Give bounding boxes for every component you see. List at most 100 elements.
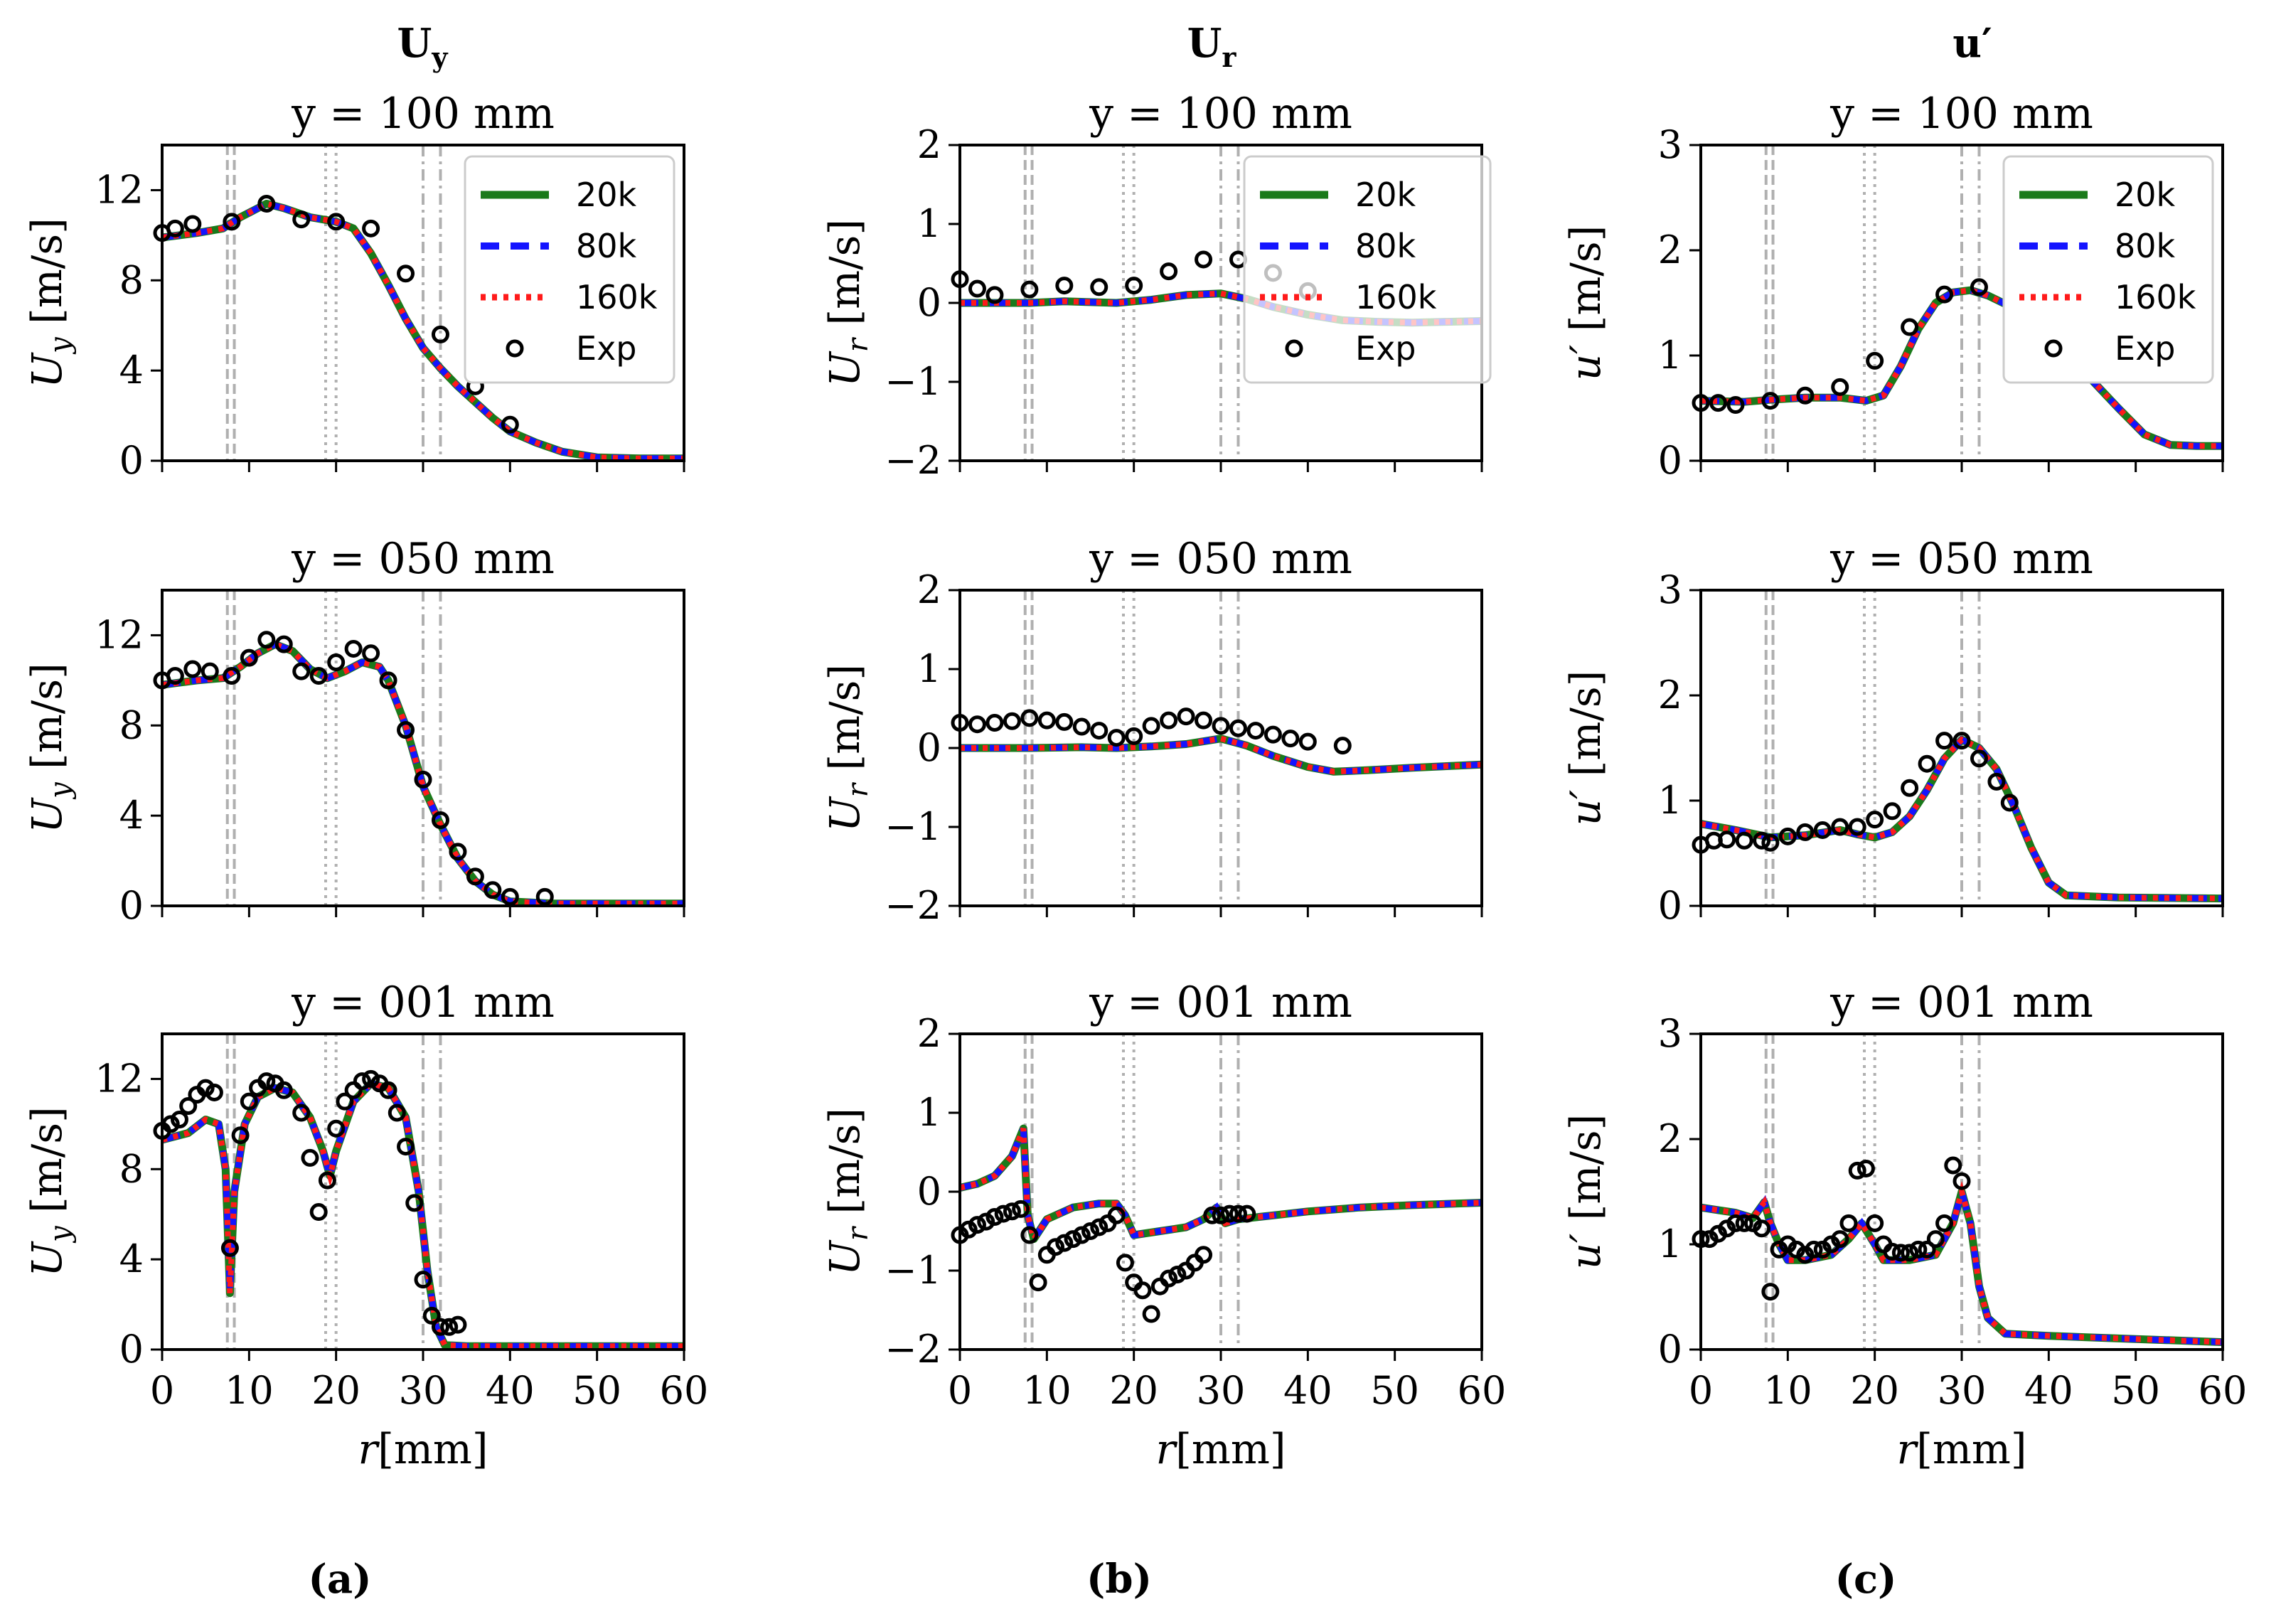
- panel-Ur_001: 0 10 20 30 40 50 60 −2 −1 0 1 2 y = 001 mm Ur [m/s] r[…: [821, 978, 1506, 1473]
- exp-point-18: [1848, 1161, 1866, 1180]
- exp-point-14: [397, 721, 415, 739]
- series-80k-line: [162, 200, 684, 461]
- exp-point-16: [1831, 1230, 1849, 1249]
- exp-point-2: [1718, 830, 1736, 849]
- exp-point-28: [1935, 1214, 1954, 1232]
- exp-point-3: [201, 662, 219, 680]
- series-80k-line: [162, 1079, 684, 1350]
- column-title-b: Ur: [1187, 20, 1237, 73]
- panel-title: y = 100 mm: [291, 89, 555, 139]
- x-axis-label: r[mm]: [1156, 1425, 1286, 1473]
- exp-point-2: [183, 660, 202, 678]
- panel-Uy_001: 0 10 20 30 40 50 60 0 4 8 12 y = 001 mm Uy [m/s] r[mm…: [23, 978, 708, 1473]
- exp-point-7: [1753, 1219, 1771, 1238]
- exp-point-29: [422, 1306, 441, 1325]
- exp-point-19: [1857, 1159, 1875, 1177]
- exp-point-19: [484, 881, 502, 899]
- column-title-c: u′: [1953, 20, 1992, 67]
- exp-point-11: [344, 639, 363, 658]
- y-tick-label: 0: [119, 1327, 144, 1372]
- exp-point-2: [985, 713, 1004, 732]
- exp-point-2: [968, 1216, 986, 1234]
- y-tick-label: 1: [917, 201, 941, 246]
- exp-point-14: [1918, 754, 1936, 773]
- legend-label: 80k: [576, 227, 637, 265]
- exp-point-3: [1003, 712, 1021, 730]
- exp-point-33: [1238, 1204, 1256, 1223]
- exp-point-30: [1212, 1206, 1230, 1224]
- panel-Uy_100: 0 4 8 12 y = 100 mm Uy [m/s] 20k 80k 160k Exp: [23, 89, 685, 483]
- y-tick-label: 3: [1658, 1011, 1682, 1056]
- y-tick-label: 3: [1658, 122, 1682, 167]
- exp-point-5: [292, 210, 311, 229]
- y-axis-label: Ur [m/s]: [821, 1108, 875, 1276]
- panel-u_001: 0 10 20 30 40 50 60 0 1 2 3 y = 001 mm u′ [m/s] r[mm]: [1561, 978, 2247, 1473]
- panel-u_050: 0 1 2 3 y = 050 mm u′ [m/s]: [1561, 534, 2224, 928]
- exp-point-32: [449, 1315, 467, 1334]
- exp-point-3: [179, 1096, 198, 1115]
- legend-label: 160k: [576, 278, 658, 316]
- exp-point-13: [274, 1081, 293, 1099]
- exp-point-9: [431, 325, 449, 343]
- x-axis-label: r[mm]: [1897, 1425, 2027, 1473]
- exp-point-4: [223, 667, 241, 685]
- y-tick-label: 8: [119, 703, 144, 747]
- exp-point-22: [1142, 1305, 1160, 1323]
- exp-point-12: [1055, 1234, 1074, 1252]
- exp-point-8: [231, 1126, 250, 1145]
- x-tick-label: 10: [225, 1368, 274, 1413]
- exp-point-2: [985, 286, 1004, 304]
- exp-point-17: [1246, 722, 1265, 740]
- exp-point-29: [1944, 1156, 1962, 1175]
- legend-box: [464, 155, 675, 384]
- y-tick-label: 2: [917, 1011, 941, 1056]
- x-tick-label: 30: [1938, 1368, 1987, 1413]
- x-tick-label: 60: [2199, 1368, 2248, 1413]
- x-tick-label: 10: [1022, 1368, 1072, 1413]
- x-tick-label: 50: [572, 1368, 621, 1413]
- exp-point-6: [1125, 277, 1143, 295]
- legend: 20k 80k 160k Exp: [2002, 155, 2214, 384]
- exp-point-17: [1970, 749, 1988, 768]
- panel-title: y = 050 mm: [291, 534, 555, 584]
- exp-point-28: [414, 1271, 432, 1289]
- y-tick-label: 1: [917, 1090, 941, 1135]
- exp-point-27: [1926, 1230, 1945, 1249]
- y-tick-label: 1: [1658, 1222, 1682, 1266]
- y-tick-label: 4: [119, 1236, 144, 1281]
- exp-point-6: [327, 213, 346, 231]
- exp-point-4: [1055, 277, 1074, 295]
- exp-point-18: [327, 1119, 346, 1138]
- y-tick-label: 1: [917, 646, 941, 691]
- y-axis-label: Ur [m/s]: [821, 219, 875, 387]
- panel-title: y = 001 mm: [1829, 978, 2093, 1027]
- exp-point-14: [1072, 1226, 1091, 1244]
- panel-Ur_100: −2 −1 0 1 2 y = 100 mm Ur [m/s] 20k 80k 160k Exp: [821, 89, 1492, 483]
- series-160k-line: [960, 735, 1482, 775]
- exp-point-19: [2000, 794, 2019, 812]
- exp-point-30: [1953, 1172, 1971, 1190]
- panel-title: y = 050 mm: [1829, 534, 2093, 584]
- exp-point-2: [1726, 396, 1745, 415]
- x-tick-label: 60: [660, 1368, 709, 1413]
- legend-swatch: [1285, 339, 1303, 358]
- y-axis-label: u′ [m/s]: [1561, 671, 1610, 826]
- exp-point-17: [449, 843, 467, 861]
- exp-point-5: [240, 648, 258, 667]
- exp-point-12: [362, 644, 380, 663]
- legend-label: 20k: [2115, 176, 2176, 214]
- column-title-a: Uy: [397, 20, 449, 73]
- exp-point-9: [309, 667, 328, 685]
- exp-point-20: [1866, 1214, 1884, 1232]
- x-tick-label: 0: [150, 1368, 174, 1413]
- exp-point-30: [431, 1318, 449, 1336]
- panel-title: y = 100 mm: [1089, 89, 1352, 139]
- exp-point-24: [379, 1081, 397, 1099]
- exp-point-21: [535, 887, 554, 906]
- exp-point-3: [1020, 280, 1039, 299]
- exp-point-7: [220, 1239, 239, 1257]
- exp-point-24: [1901, 1244, 1919, 1262]
- exp-point-26: [397, 1138, 415, 1156]
- exp-point-16: [1953, 732, 1971, 750]
